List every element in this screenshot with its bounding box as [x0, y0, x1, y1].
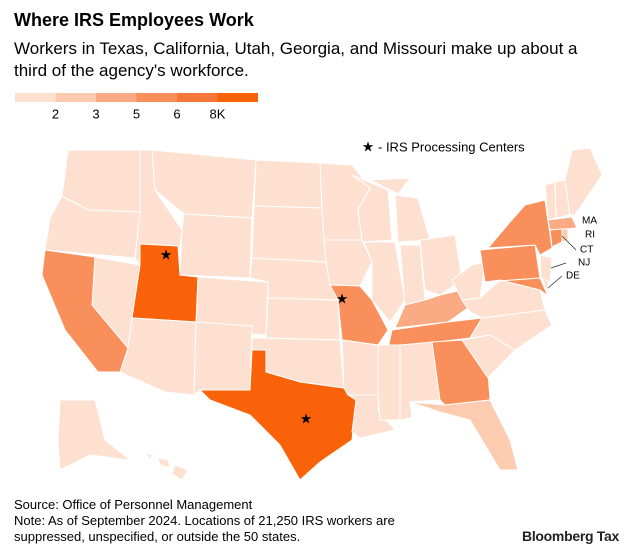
state: [539, 254, 553, 283]
state: [409, 399, 519, 471]
state: [564, 147, 603, 216]
state: [547, 216, 578, 231]
title: Where IRS Employees Work: [14, 10, 254, 30]
state: [179, 213, 253, 279]
state-label: DE: [566, 271, 580, 282]
state: [363, 241, 406, 323]
state: [377, 344, 401, 421]
state: [394, 194, 431, 243]
state: [461, 279, 546, 319]
star: ★: [300, 411, 313, 427]
state: [253, 159, 323, 209]
leader: [550, 262, 567, 269]
state: [368, 177, 412, 195]
legend-swatch: [55, 93, 96, 102]
state: [119, 317, 197, 396]
legend-label: 8K: [210, 106, 226, 121]
star: ★: [160, 247, 173, 263]
state: [479, 244, 541, 283]
legend-label: 2: [52, 106, 59, 121]
state-label: CT: [580, 245, 593, 256]
state: [484, 277, 550, 298]
note: Note: As of September 2024. Locations of…: [14, 513, 395, 544]
legend: 2 3 5 6 8K: [15, 93, 258, 121]
state: [143, 450, 153, 462]
legend-swatch: [177, 93, 218, 102]
state: [549, 228, 563, 248]
state: [561, 228, 569, 243]
state: [157, 457, 171, 469]
state: [198, 349, 357, 481]
leader: [547, 275, 563, 289]
star: ★: [362, 139, 375, 155]
state-label: RI: [585, 230, 595, 241]
state: [323, 239, 373, 287]
state: [341, 339, 381, 396]
logo: Bloomberg Tax: [522, 528, 619, 544]
state-label: MA: [582, 216, 597, 227]
legend-label: 5: [133, 106, 140, 121]
state: [57, 399, 132, 471]
legend-swatch: [217, 93, 258, 102]
state: [451, 261, 486, 301]
star: ★: [336, 291, 349, 307]
processing-centers: ★ ★ ★ ★: [160, 139, 375, 427]
states: [41, 147, 603, 481]
state-label: NJ: [578, 258, 590, 269]
state: [251, 205, 327, 263]
state: [351, 174, 393, 243]
key-label: - IRS Processing Centers: [378, 139, 525, 154]
source: Source: Office of Personnel Management: [14, 497, 253, 512]
state: [329, 284, 389, 346]
legend-swatch: [15, 93, 56, 102]
map: 2 3 5 6 8K ★ ★ ★ ★ - IRS Pro: [15, 93, 603, 481]
legend-label: 3: [92, 106, 99, 121]
legend-swatch: [96, 93, 137, 102]
legend-swatch: [136, 93, 177, 102]
leader-lines: [547, 235, 577, 289]
state: [193, 321, 253, 397]
state: [171, 464, 189, 481]
subtitle: Workers in Texas, California, Utah, Geor…: [14, 39, 578, 80]
leader: [561, 235, 577, 251]
state: [265, 297, 341, 341]
legend-label: 6: [173, 106, 180, 121]
